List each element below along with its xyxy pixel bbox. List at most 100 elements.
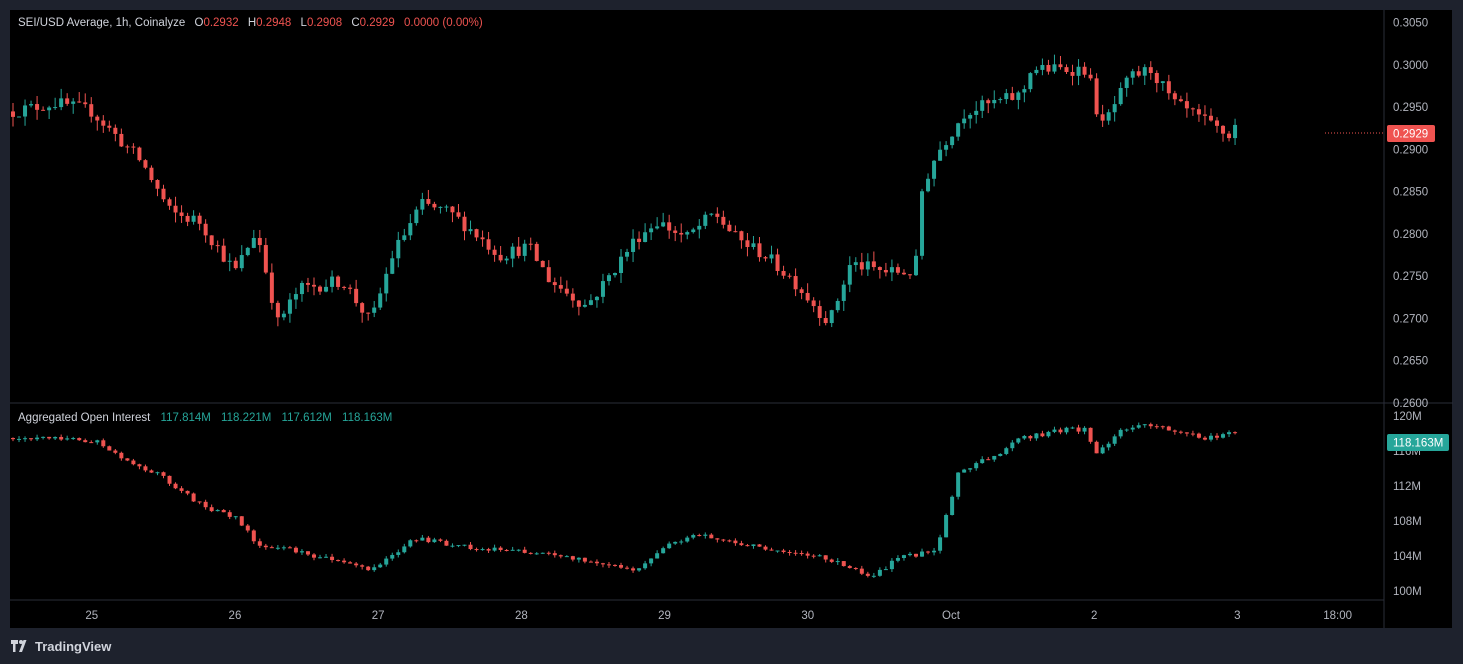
candle [1178, 430, 1183, 435]
price-legend[interactable]: SEI/USD Average, 1h, Coinalyze O0.2932 H… [18, 17, 483, 29]
oi-last-tag-bg [1387, 434, 1449, 451]
candle [107, 445, 112, 451]
candle [938, 534, 943, 554]
open-value: 0.2932 [203, 17, 239, 29]
time-tick-label: 29 [658, 610, 671, 622]
symbol-title[interactable]: SEI/USD Average, 1h, Coinalyze [18, 17, 186, 29]
last-price-tag-bg [1387, 125, 1435, 142]
candle [275, 544, 280, 550]
time-tick-label: 2 [1091, 610, 1097, 622]
candle [251, 529, 256, 544]
candle [962, 109, 967, 129]
oi-tick-label: 120M [1393, 411, 1422, 423]
candle [661, 212, 666, 228]
candle [354, 562, 359, 568]
candle [920, 548, 925, 557]
price-tick-label: 0.3050 [1393, 18, 1428, 30]
candle [715, 538, 720, 543]
candle [1106, 441, 1111, 451]
candle [209, 504, 214, 513]
candle [522, 546, 527, 554]
candle [643, 560, 648, 570]
candle [318, 285, 323, 295]
candle [1172, 90, 1177, 106]
candle [173, 482, 178, 490]
candle [11, 437, 15, 442]
candle [287, 293, 292, 323]
candle [245, 524, 250, 533]
candle [149, 165, 154, 183]
candle [1148, 422, 1153, 429]
candle [95, 114, 100, 131]
candle [1022, 434, 1027, 440]
candle [974, 461, 979, 471]
candle [655, 550, 660, 559]
candle [546, 551, 551, 556]
candle [299, 280, 304, 302]
candle [354, 279, 359, 307]
candle [847, 564, 852, 569]
candle [227, 253, 232, 272]
candle [781, 265, 786, 279]
oi-open-value: 117.814M [160, 412, 211, 424]
candle [1202, 436, 1207, 441]
candle [841, 560, 846, 567]
price-axis[interactable]: 0.2600 0.2650 0.2700 0.2750 0.2800 0.2850 0.29… [1393, 18, 1428, 410]
candle [787, 273, 792, 279]
oi-title[interactable]: Aggregated Open Interest [18, 412, 151, 424]
candle [59, 88, 64, 111]
candle [17, 436, 22, 443]
candle [444, 204, 449, 212]
candle [293, 287, 298, 309]
candle [853, 257, 858, 272]
time-tick-label: 27 [372, 610, 385, 622]
candle [901, 269, 906, 276]
candle [679, 539, 684, 545]
candle [504, 256, 509, 265]
candle [468, 542, 473, 551]
candle [980, 456, 985, 464]
candle [366, 312, 371, 321]
candle [606, 562, 611, 568]
candle [360, 301, 365, 323]
candle [745, 543, 750, 547]
candle [1202, 105, 1207, 126]
candle [71, 98, 76, 114]
candle [968, 468, 973, 473]
candle [793, 550, 798, 556]
candle [414, 206, 419, 226]
candle [215, 509, 220, 512]
candle [1227, 430, 1232, 438]
candle [444, 539, 449, 546]
candle [853, 567, 858, 571]
candle [396, 231, 401, 268]
candle [71, 436, 76, 440]
candle [426, 189, 431, 206]
candle [23, 436, 28, 442]
candle [619, 248, 624, 283]
chart-frame [10, 10, 1452, 628]
tradingview-footer[interactable]: TradingView [11, 636, 111, 656]
oi-legend[interactable]: Aggregated Open Interest 117.814M 118.22… [18, 412, 392, 424]
candle [914, 553, 918, 558]
candle [95, 439, 100, 445]
price-tick-label: 0.2900 [1393, 144, 1428, 156]
time-axis[interactable]: 25 26 27 28 29 30 Oct 2 3 18:00 [85, 610, 1352, 622]
candle [450, 543, 455, 548]
candle [1215, 117, 1219, 133]
candle [402, 228, 407, 242]
open-label: O [194, 17, 204, 29]
candle [1004, 88, 1009, 104]
candle [787, 549, 792, 556]
candle [703, 211, 708, 230]
candle [938, 141, 943, 161]
candle [582, 557, 587, 564]
candle [932, 547, 937, 556]
candle [1118, 82, 1123, 106]
candle [1094, 73, 1099, 117]
candle [305, 277, 310, 293]
candle [215, 240, 220, 253]
candle [257, 538, 262, 549]
